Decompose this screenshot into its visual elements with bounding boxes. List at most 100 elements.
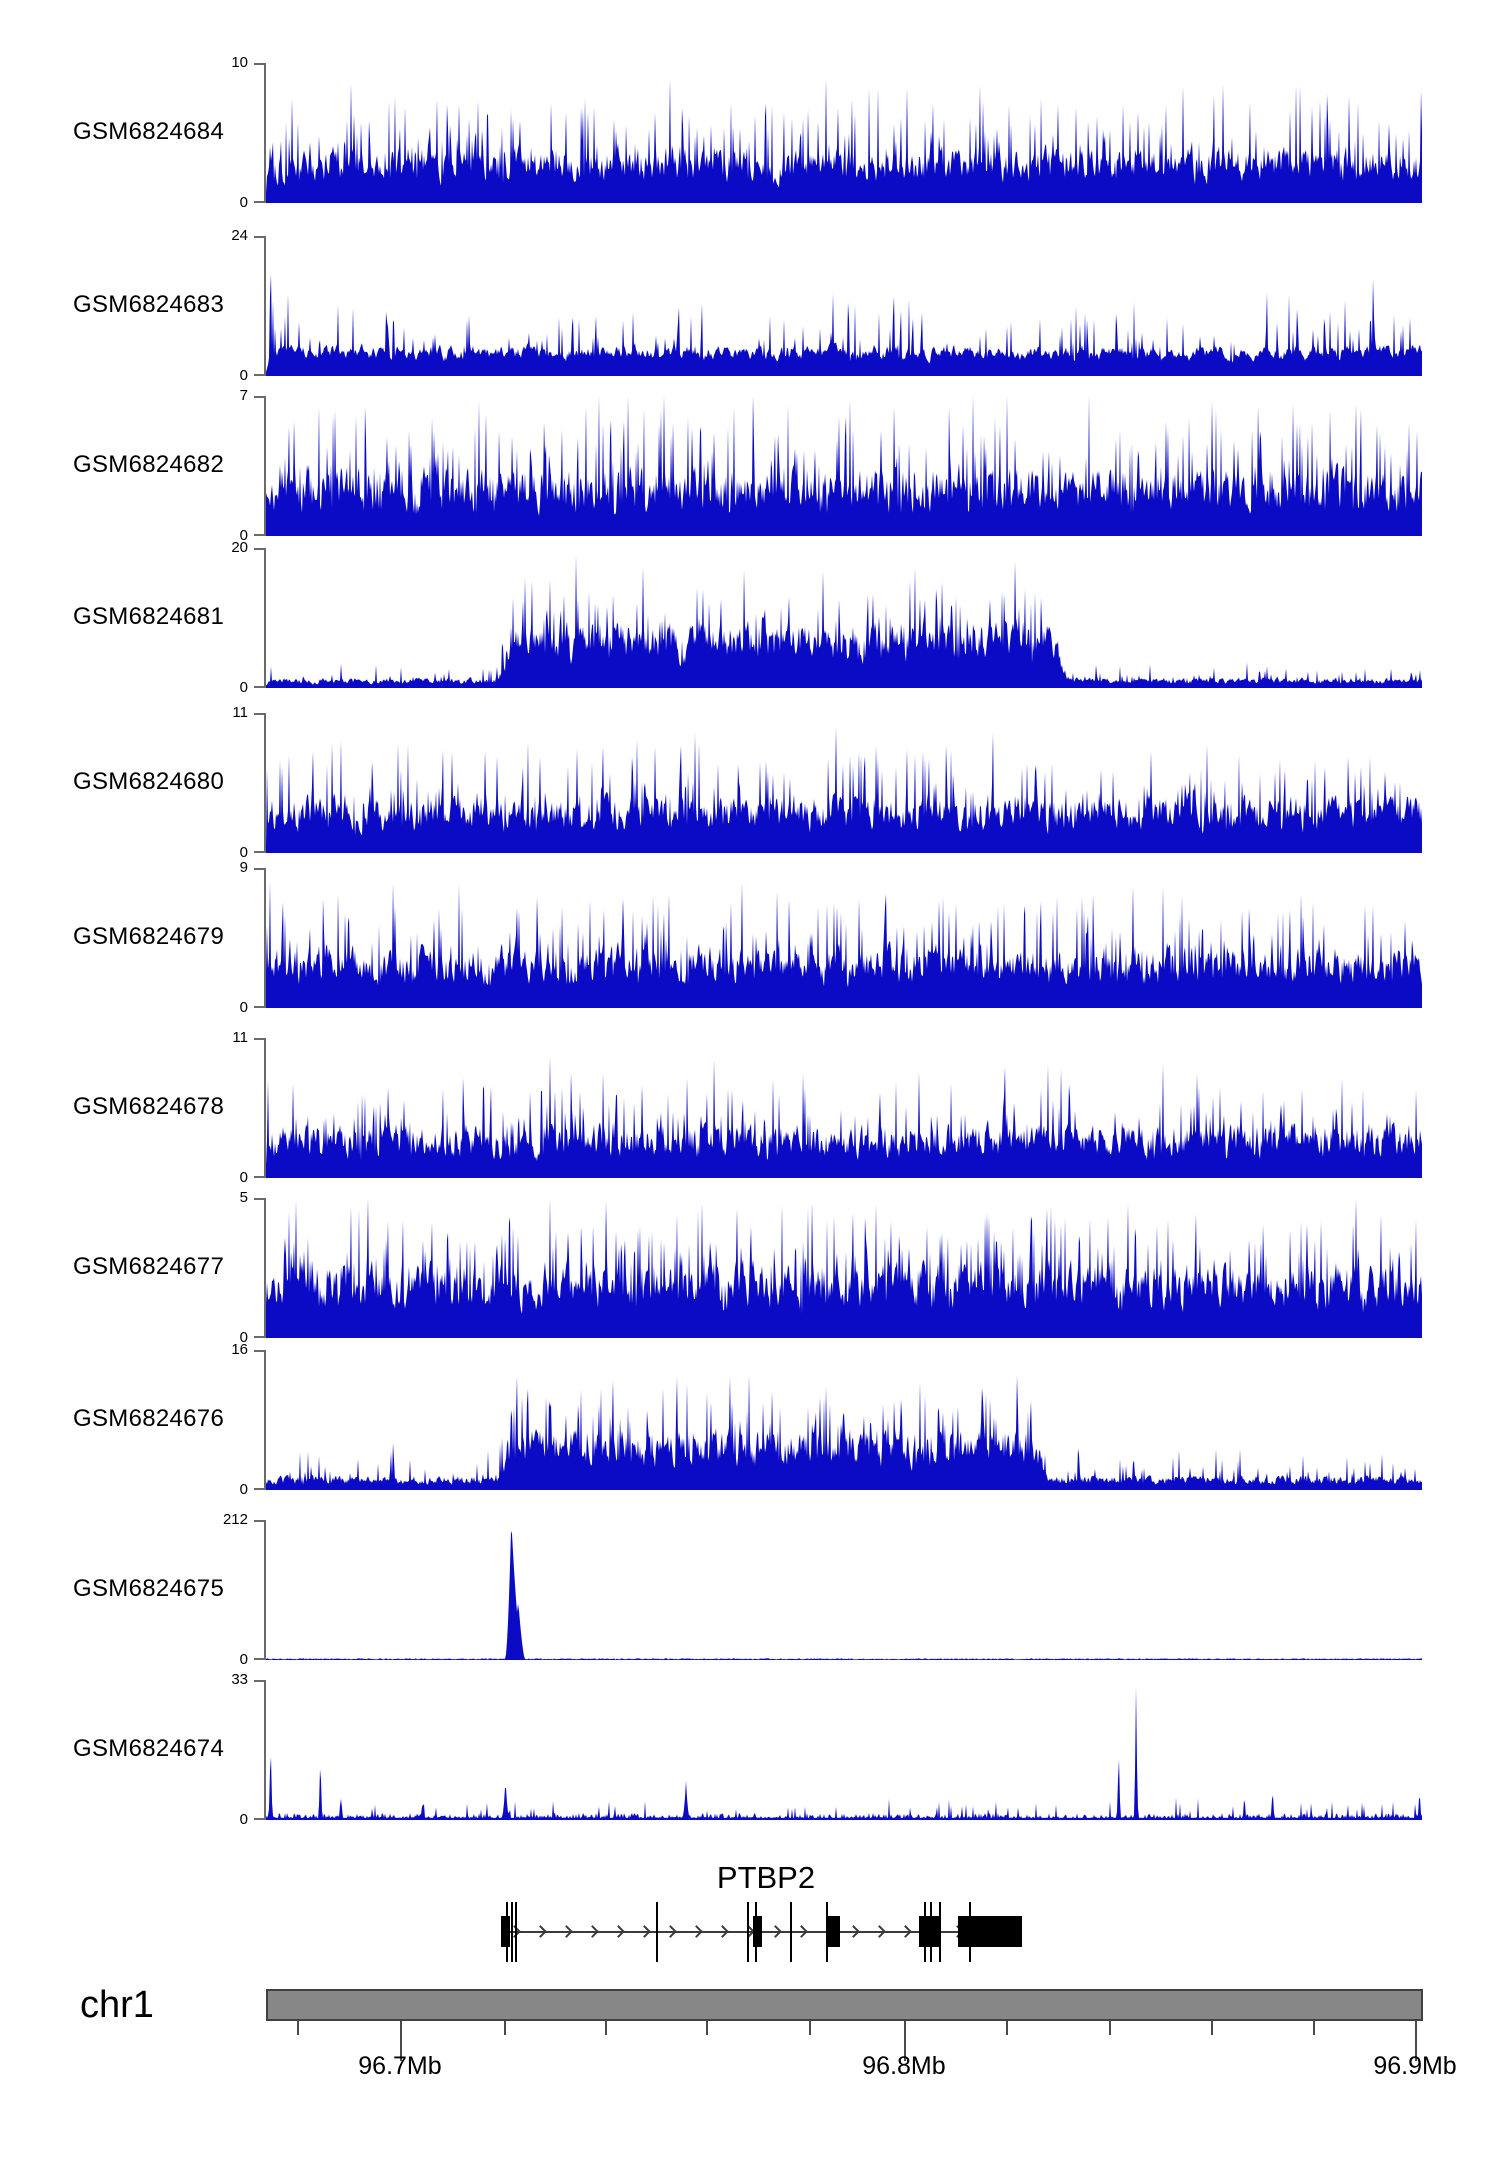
y-axis-bottom-tick [254, 1658, 264, 1660]
y-axis-zero-label: 0 [239, 844, 248, 861]
y-axis-max-label: 33 [231, 1671, 248, 1688]
strand-direction-arrow-icon [846, 1925, 860, 1938]
y-axis-line [264, 1038, 266, 1178]
strand-direction-arrow-icon [768, 1925, 782, 1938]
coverage-signal [266, 1687, 1422, 1820]
y-axis-bottom-tick [254, 1006, 264, 1008]
y-axis-max-label: 11 [232, 704, 248, 721]
chromosome-ideogram [266, 1989, 1423, 2021]
y-axis-line [264, 236, 266, 376]
coverage-signal [266, 881, 1422, 1008]
y-axis-zero-label: 0 [239, 367, 248, 384]
y-axis-line [264, 548, 266, 688]
axis-minor-tick [1006, 2021, 1009, 2035]
coverage-signal [266, 1374, 1422, 1490]
axis-major-tick [1415, 2021, 1418, 2061]
y-axis-max-label: 7 [239, 387, 248, 404]
strand-direction-arrow-icon [690, 1925, 704, 1938]
chromosome-label: chr1 [80, 1984, 154, 2026]
exon-box [752, 1916, 763, 1947]
y-axis-line [264, 63, 266, 203]
exon-box [501, 1916, 511, 1947]
y-axis-top-tick [254, 396, 264, 398]
strand-direction-arrow-icon [534, 1925, 548, 1938]
exon-box [918, 1916, 939, 1947]
y-axis-top-tick [254, 1198, 264, 1200]
strand-direction-arrow-icon [898, 1925, 912, 1938]
exon-boundary-line [746, 1902, 749, 1962]
y-axis-max-label: 11 [232, 1029, 248, 1046]
coverage-track: GSM6824679 9 0 [0, 859, 1500, 1016]
y-axis-max-label: 10 [231, 54, 248, 71]
y-axis-line [264, 868, 266, 1008]
y-axis-bottom-tick [254, 201, 264, 203]
y-axis-max-label: 16 [231, 1341, 248, 1358]
exon-box [825, 1916, 841, 1947]
y-axis-zero-label: 0 [239, 194, 248, 211]
y-axis-zero-label: 0 [239, 1651, 248, 1668]
y-axis-bottom-tick [254, 1176, 264, 1178]
coverage-track: GSM6824674 33 0 [0, 1671, 1500, 1828]
y-axis-max-label: 24 [231, 227, 248, 244]
coverage-signal [266, 396, 1422, 536]
axis-major-tick [903, 2021, 906, 2061]
y-axis-line [264, 1520, 266, 1660]
track-sample-label: GSM6824674 [73, 1735, 225, 1762]
gene-model-track [266, 1897, 1423, 1967]
strand-direction-arrow-icon [638, 1925, 652, 1938]
coverage-signal [266, 727, 1422, 853]
y-axis-line [264, 713, 266, 853]
track-sample-label: GSM6824681 [73, 603, 225, 630]
exon-boundary-line [790, 1902, 793, 1962]
y-axis-top-tick [254, 1520, 264, 1522]
coverage-track: GSM6824682 7 0 [0, 387, 1500, 544]
y-axis-line [264, 1350, 266, 1490]
track-sample-label: GSM6824678 [73, 1093, 225, 1120]
coverage-signal [266, 1531, 1422, 1660]
y-axis-top-tick [254, 1680, 264, 1682]
y-axis-bottom-tick [254, 851, 264, 853]
axis-position-label: 96.8Mb [862, 2052, 946, 2080]
coverage-track: GSM6824683 24 0 [0, 227, 1500, 384]
track-sample-label: GSM6824676 [73, 1405, 225, 1432]
axis-minor-tick [503, 2021, 506, 2035]
y-axis-line [264, 1198, 266, 1338]
exon-box [957, 1916, 1022, 1947]
axis-minor-tick [297, 2021, 299, 2035]
y-axis-zero-label: 0 [239, 679, 248, 696]
y-axis-line [264, 1680, 266, 1820]
y-axis-zero-label: 0 [239, 1169, 248, 1186]
coverage-track: GSM6824678 11 0 [0, 1029, 1500, 1186]
coverage-signal [266, 1198, 1422, 1338]
y-axis-bottom-tick [254, 1488, 264, 1490]
coverage-signal [266, 556, 1422, 688]
strand-direction-arrow-icon [560, 1925, 574, 1938]
y-axis-top-tick [254, 548, 264, 550]
axis-minor-tick [1211, 2021, 1214, 2035]
axis-minor-tick [706, 2021, 708, 2035]
exon-boundary-line [655, 1902, 658, 1962]
y-axis-max-label: 5 [239, 1189, 248, 1206]
axis-position-label: 96.7Mb [358, 2052, 442, 2080]
y-axis-zero-label: 0 [239, 1811, 248, 1828]
exon-boundary-line [514, 1902, 517, 1962]
track-sample-label: GSM6824682 [73, 451, 225, 478]
y-axis-bottom-tick [254, 1336, 264, 1338]
strand-direction-arrow-icon [612, 1925, 626, 1938]
y-axis-top-tick [254, 1350, 264, 1352]
y-axis-zero-label: 0 [239, 1329, 248, 1346]
y-axis-zero-label: 0 [239, 1481, 248, 1498]
strand-direction-arrow-icon [716, 1925, 730, 1938]
exon-boundary-line [511, 1902, 514, 1962]
axis-minor-tick [1312, 2021, 1315, 2035]
y-axis-max-label: 9 [239, 859, 248, 876]
track-sample-label: GSM6824680 [73, 768, 225, 795]
track-sample-label: GSM6824684 [73, 118, 225, 145]
y-axis-top-tick [254, 63, 264, 65]
axis-minor-tick [605, 2021, 607, 2035]
coverage-signal [266, 1056, 1422, 1178]
coverage-track: GSM6824676 16 0 [0, 1341, 1500, 1498]
y-axis-bottom-tick [254, 1818, 264, 1820]
strand-direction-arrow-icon [872, 1925, 886, 1938]
